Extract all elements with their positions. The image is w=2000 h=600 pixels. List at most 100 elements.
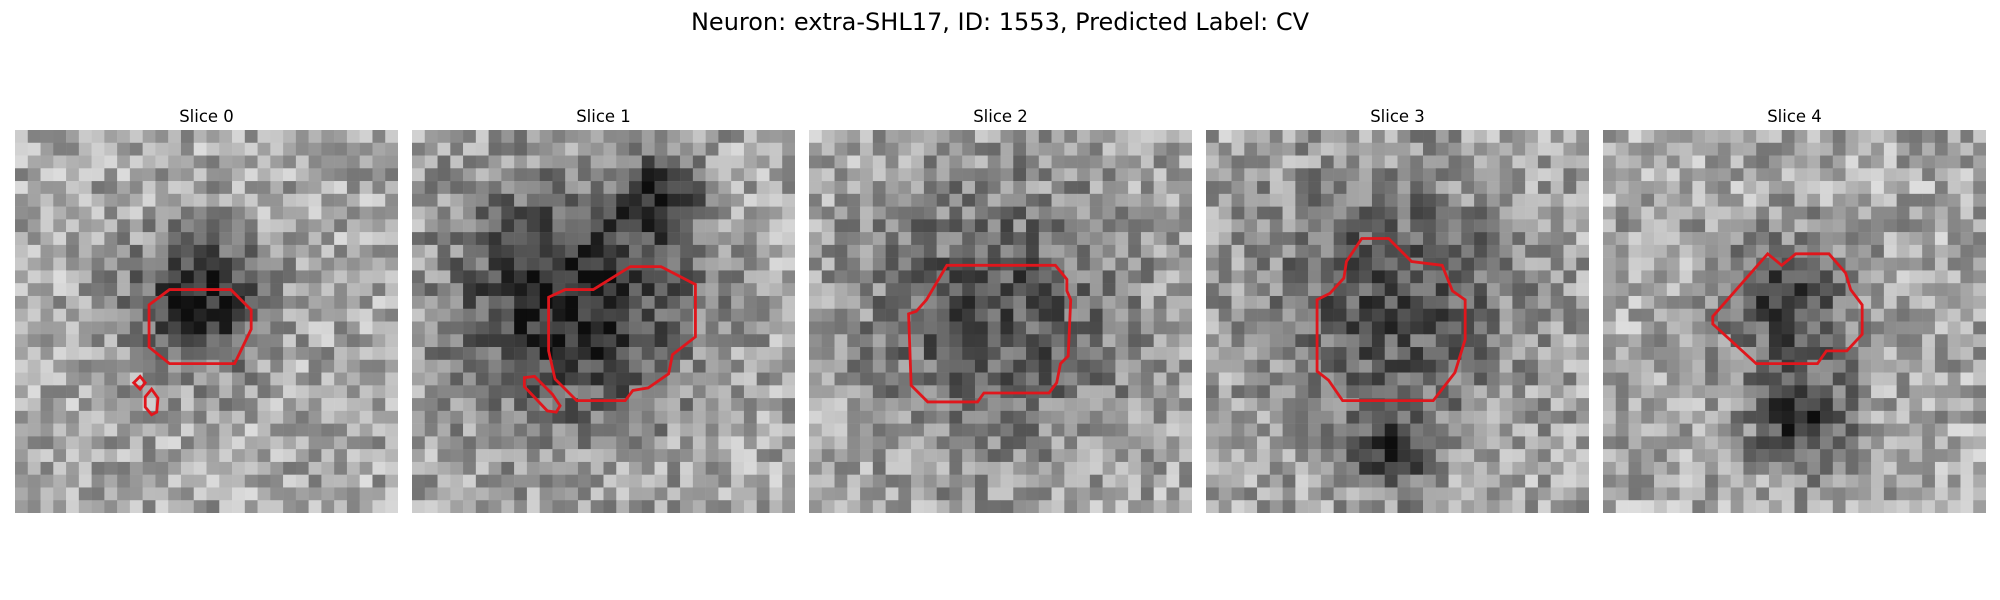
image-pixel	[78, 385, 92, 399]
image-pixel	[117, 474, 131, 488]
image-pixel	[1871, 168, 1885, 182]
image-pixel	[27, 474, 41, 488]
image-pixel	[359, 283, 373, 297]
image-pixel	[1512, 347, 1526, 361]
image-pixel	[359, 181, 373, 195]
image-pixel	[1295, 436, 1309, 450]
image-pixel	[1550, 244, 1564, 258]
image-pixel	[53, 130, 67, 144]
image-pixel	[526, 270, 540, 284]
image-pixel	[232, 334, 246, 348]
image-pixel	[1730, 257, 1744, 271]
image-pixel	[1832, 385, 1846, 399]
image-pixel	[1038, 155, 1052, 169]
image-pixel	[1166, 193, 1180, 207]
image-pixel	[1705, 257, 1719, 271]
image-pixel	[756, 193, 770, 207]
image-pixel	[718, 436, 732, 450]
image-pixel	[91, 193, 105, 207]
image-pixel	[180, 308, 194, 322]
image-pixel	[168, 359, 182, 373]
image-pixel	[834, 334, 848, 348]
image-pixel	[1563, 334, 1577, 348]
image-pixel	[385, 244, 398, 258]
image-pixel	[1384, 474, 1398, 488]
image-pixel	[1013, 410, 1027, 424]
image-pixel	[1448, 193, 1462, 207]
image-pixel	[488, 410, 502, 424]
image-pixel	[1603, 347, 1617, 361]
image-pixel	[809, 334, 823, 348]
image-pixel	[412, 398, 426, 412]
image-pixel	[1089, 474, 1103, 488]
image-pixel	[501, 398, 515, 412]
image-pixel	[629, 487, 643, 501]
image-pixel	[346, 206, 360, 220]
image-pixel	[1218, 474, 1232, 488]
image-pixel	[91, 130, 105, 144]
image-pixel	[565, 142, 579, 156]
image-pixel	[1333, 474, 1347, 488]
image-pixel	[1077, 500, 1091, 513]
image-pixel	[641, 500, 655, 513]
image-pixel	[1435, 347, 1449, 361]
image-pixel	[1666, 270, 1680, 284]
image-pixel	[680, 219, 694, 233]
image-pixel	[1934, 347, 1948, 361]
image-pixel	[91, 487, 105, 501]
image-pixel	[1692, 474, 1706, 488]
image-pixel	[680, 232, 694, 246]
image-pixel	[206, 321, 220, 335]
image-pixel	[1371, 206, 1385, 220]
image-pixel	[244, 500, 258, 513]
image-pixel	[526, 500, 540, 513]
image-pixel	[1896, 206, 1910, 220]
image-pixel	[705, 181, 719, 195]
image-pixel	[359, 347, 373, 361]
image-pixel	[1922, 257, 1936, 271]
image-pixel	[539, 283, 553, 297]
image-pixel	[1896, 181, 1910, 195]
image-pixel	[1973, 410, 1986, 424]
image-pixel	[1397, 270, 1411, 284]
image-pixel	[1896, 359, 1910, 373]
image-pixel	[1576, 232, 1589, 246]
image-pixel	[117, 398, 131, 412]
image-pixel	[168, 232, 182, 246]
image-pixel	[1628, 206, 1642, 220]
image-pixel	[756, 500, 770, 513]
image-pixel	[155, 142, 169, 156]
image-pixel	[1474, 321, 1488, 335]
image-pixel	[359, 423, 373, 437]
image-pixel	[1615, 206, 1629, 220]
image-pixel	[1615, 372, 1629, 386]
image-pixel	[769, 500, 783, 513]
image-pixel	[1218, 270, 1232, 284]
image-pixel	[1883, 155, 1897, 169]
image-pixel	[1705, 410, 1719, 424]
image-pixel	[1794, 142, 1808, 156]
image-pixel	[847, 308, 861, 322]
image-pixel	[437, 283, 451, 297]
image-pixel	[1038, 500, 1052, 513]
image-pixel	[1051, 283, 1065, 297]
image-pixel	[616, 130, 630, 144]
image-pixel	[667, 193, 681, 207]
image-pixel	[1140, 283, 1154, 297]
image-pixel	[180, 436, 194, 450]
image-pixel	[1909, 359, 1923, 373]
image-pixel	[1077, 295, 1091, 309]
image-pixel	[1666, 295, 1680, 309]
image-pixel	[346, 130, 360, 144]
image-pixel	[1628, 385, 1642, 399]
image-pixel	[15, 244, 29, 258]
image-pixel	[1807, 244, 1821, 258]
image-pixel	[1320, 410, 1334, 424]
image-pixel	[1756, 487, 1770, 501]
image-pixel	[641, 474, 655, 488]
image-pixel	[616, 206, 630, 220]
image-pixel	[27, 321, 41, 335]
image-pixel	[860, 308, 874, 322]
image-pixel	[142, 347, 156, 361]
image-pixel	[117, 487, 131, 501]
